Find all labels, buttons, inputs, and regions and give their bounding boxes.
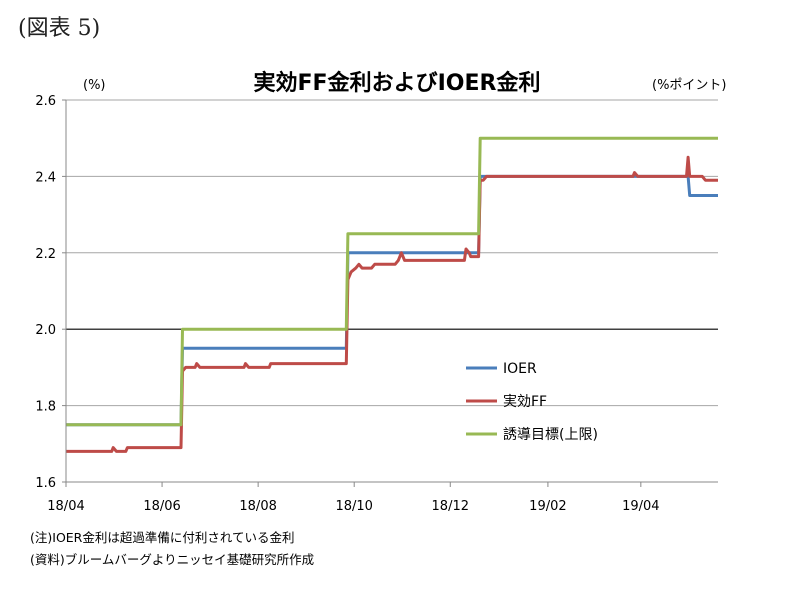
chart-title: 実効FF金利およびIOER金利 bbox=[254, 70, 541, 96]
x-tick-label: 19/04 bbox=[622, 499, 659, 514]
x-tick-label: 18/06 bbox=[143, 499, 180, 514]
x-tick-label: 18/08 bbox=[239, 499, 276, 514]
figure-label: (図表 5) bbox=[18, 16, 101, 41]
x-tick-label: 19/02 bbox=[529, 499, 566, 514]
source-line: (資料)ブルームバーグよりニッセイ基礎研究所作成 bbox=[30, 552, 315, 567]
y-tick-label: 1.6 bbox=[35, 476, 56, 491]
series-line bbox=[66, 174, 718, 427]
y-tick-label: 2.0 bbox=[35, 323, 56, 338]
legend: IOER 実効FF 誘導目標(上限) bbox=[466, 361, 598, 443]
y-tick-label: 2.6 bbox=[35, 94, 56, 109]
x-tick-label: 18/10 bbox=[335, 499, 372, 514]
y-tick-label: 2.4 bbox=[35, 170, 56, 185]
legend-label: 実効FF bbox=[503, 394, 547, 410]
x-tick-label: 18/12 bbox=[432, 499, 469, 514]
notes: (注)IOER金利は超過準備に付利されている金利 (資料)ブルームバーグよりニッ… bbox=[30, 527, 314, 571]
axes: 1.6 1.8 2.0 2.2 2.4 2.6 18/04 18/06 18/08 18/10 18… bbox=[35, 94, 718, 514]
note-line: (注)IOER金利は超過準備に付利されている金利 bbox=[30, 530, 295, 545]
series-line bbox=[66, 136, 718, 427]
y-tick-label: 2.2 bbox=[35, 247, 56, 262]
legend-label: IOER bbox=[503, 361, 537, 377]
x-tick-label: 18/04 bbox=[47, 499, 84, 514]
y-axis-label: (%) bbox=[83, 78, 106, 93]
y-tick-label: 1.8 bbox=[35, 400, 56, 415]
legend-label: 誘導目標(上限) bbox=[503, 427, 598, 443]
series-lines bbox=[66, 136, 718, 453]
series-line bbox=[66, 155, 718, 453]
y-axis-label-right: (%ポイント) bbox=[652, 78, 727, 93]
